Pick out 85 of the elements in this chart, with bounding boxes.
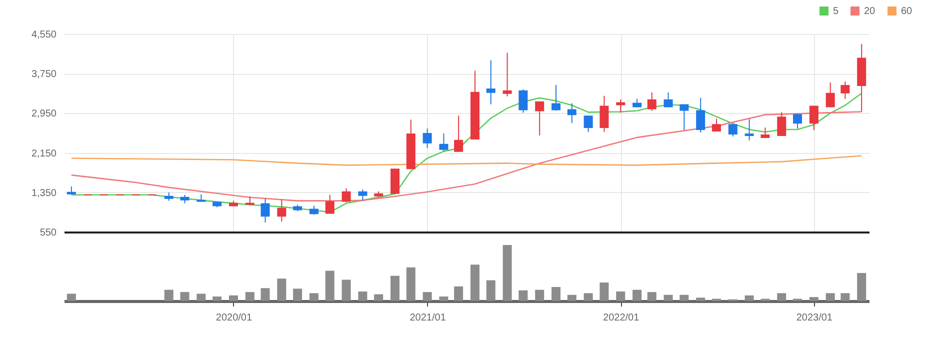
- x-tick-label: 2022/01: [603, 312, 640, 324]
- bar: [486, 280, 496, 301]
- bar: [809, 297, 818, 301]
- bar: [744, 295, 754, 301]
- bar: [840, 293, 850, 301]
- bar: [616, 291, 626, 301]
- candlestick: [535, 101, 544, 136]
- bar: [66, 294, 76, 301]
- candlestick: [809, 105, 818, 131]
- bar: [680, 294, 689, 301]
- candlestick: [826, 82, 835, 108]
- bar: [277, 278, 286, 301]
- candlestick: [664, 92, 673, 108]
- bar: [664, 294, 673, 301]
- candlestick: [777, 112, 786, 136]
- y-tick-label: 2,150: [31, 148, 57, 160]
- bar: [196, 294, 206, 301]
- candlestick: [567, 102, 576, 124]
- candlestick: [728, 124, 738, 137]
- candlestick: [552, 84, 561, 112]
- bar: [228, 295, 238, 301]
- y-tick-label: 3,750: [31, 69, 57, 80]
- candlestick: [454, 115, 464, 152]
- bar: [696, 298, 706, 301]
- candlestick: [422, 128, 432, 148]
- candlestick: [760, 127, 770, 138]
- candlestick: [600, 95, 609, 133]
- bar: [584, 293, 593, 301]
- candlestick: [439, 132, 448, 152]
- bar: [342, 280, 351, 301]
- candlestick: [616, 98, 626, 114]
- candlestick: [680, 104, 689, 131]
- y-tick-label: 1,350: [31, 188, 57, 199]
- x-tick-label: 2023/01: [796, 312, 833, 324]
- bar: [502, 245, 512, 301]
- bar: [309, 293, 318, 301]
- candlestick: [647, 92, 656, 112]
- candlestick: [712, 118, 721, 132]
- candlestick: [277, 198, 286, 222]
- candlestick: [793, 113, 802, 130]
- candlestick: [260, 198, 270, 224]
- legend-label: 5: [833, 6, 839, 17]
- y-tick-label: 2,950: [31, 108, 57, 120]
- y-tick-label: 4,550: [31, 30, 57, 40]
- candlestick: [325, 194, 334, 214]
- line-series: [70, 155, 862, 166]
- bar: [406, 267, 416, 301]
- bar: [390, 276, 400, 301]
- bar: [777, 293, 786, 301]
- bar: [535, 290, 544, 301]
- legend-label: 20: [864, 6, 876, 17]
- bar: [552, 287, 561, 301]
- bar: [325, 270, 334, 301]
- candlestick: [518, 88, 528, 114]
- bar: [358, 291, 368, 301]
- bar: [164, 290, 174, 301]
- x-tick-label: 2021/01: [410, 312, 446, 324]
- candlestick: [358, 188, 368, 202]
- bar: [567, 294, 576, 301]
- bar: [857, 273, 866, 301]
- candlestick: [342, 188, 351, 203]
- bar: [293, 288, 302, 301]
- candlestick: [584, 115, 593, 133]
- x-tick-label: 2020/01: [216, 312, 252, 324]
- bar: [454, 286, 464, 301]
- bar: [600, 282, 609, 301]
- candlestick: [744, 118, 754, 141]
- candlestick: [840, 81, 850, 100]
- candlestick: [502, 52, 512, 97]
- bar: [212, 296, 222, 301]
- bar: [260, 288, 270, 301]
- bar: [245, 292, 254, 301]
- candlestick: [696, 97, 706, 134]
- bar: [439, 296, 448, 301]
- bar: [518, 290, 528, 301]
- bar: [470, 264, 480, 301]
- candlestick: [486, 60, 496, 105]
- bar: [632, 290, 642, 301]
- y-tick-label: 550: [40, 228, 57, 238]
- bar: [422, 292, 432, 301]
- bar: [374, 294, 384, 301]
- bar: [180, 292, 190, 301]
- bar: [826, 293, 835, 301]
- legend-label: 60: [901, 6, 913, 17]
- bar: [647, 292, 656, 301]
